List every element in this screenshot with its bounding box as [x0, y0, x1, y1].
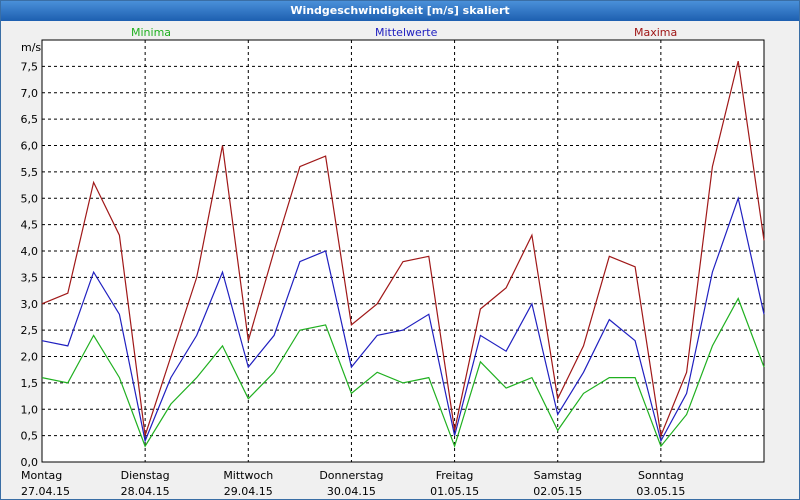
y-tick-label: 2,5	[21, 324, 39, 337]
legend: Minima Mittelwerte Maxima	[131, 26, 677, 39]
series-layer	[41, 60, 765, 449]
y-tick-label: 1,5	[21, 377, 39, 390]
day-date-label: 02.05.15	[533, 485, 582, 498]
day-name-label: Dienstag	[121, 469, 170, 482]
y-tick-label: 0,5	[21, 430, 39, 443]
wind-speed-chart: 0,0 0,5 1,0 1,5 2,0 2,5 3,0 3,5 4,0 4,5 5,0 5,5 6,0 6…	[21, 26, 765, 498]
day-date-label: 30.04.15	[327, 485, 376, 498]
legend-minima: Minima	[131, 26, 171, 39]
y-tick-label: 5,0	[21, 192, 39, 205]
y-tick-label: 3,0	[21, 298, 39, 311]
window-title: Windgeschwindigkeit [m/s] skaliert	[1, 1, 799, 21]
y-tick-labels: 0,0 0,5 1,0 1,5 2,0 2,5 3,0 3,5 4,0 4,5 5,0 5,5 6,0 6…	[21, 60, 39, 469]
day-name-label: Sonntag	[638, 469, 684, 482]
day-date-label: 03.05.15	[636, 485, 685, 498]
y-tick-label: 7,0	[21, 87, 39, 100]
day-name-label: Samstag	[534, 469, 582, 482]
y-tick-label: 1,0	[21, 403, 39, 416]
y-tick-label: 7,5	[21, 60, 39, 73]
series-line-minima	[41, 297, 765, 449]
day-name-label: Montag	[21, 469, 62, 482]
day-date-label: 01.05.15	[430, 485, 479, 498]
y-tick-label: 4,5	[21, 219, 39, 232]
y-tick-label: 3,5	[21, 271, 39, 284]
y-tick-label: 5,5	[21, 166, 39, 179]
series-line-maxima	[41, 60, 765, 438]
y-axis-label: m/s	[21, 41, 41, 54]
day-date-label: 28.04.15	[121, 485, 170, 498]
y-tick-label: 2,0	[21, 351, 39, 364]
y-tick-label: 6,0	[21, 140, 39, 153]
legend-maxima: Maxima	[634, 26, 677, 39]
day-date-label: 27.04.15	[21, 485, 70, 498]
day-name-label: Freitag	[436, 469, 474, 482]
day-name-label: Mittwoch	[223, 469, 273, 482]
y-tick-label: 4,0	[21, 245, 39, 258]
y-tick-label: 0,0	[21, 456, 39, 469]
legend-mittelwerte: Mittelwerte	[375, 26, 438, 39]
day-date-label: 29.04.15	[224, 485, 273, 498]
x-tick-labels: Montag 27.04.15 Dienstag 28.04.15 Mittwoch 29…	[21, 469, 685, 498]
grid	[42, 40, 764, 463]
day-name-label: Donnerstag	[319, 469, 383, 482]
y-tick-label: 6,5	[21, 113, 39, 126]
series-line-mittelwerte	[41, 196, 765, 443]
